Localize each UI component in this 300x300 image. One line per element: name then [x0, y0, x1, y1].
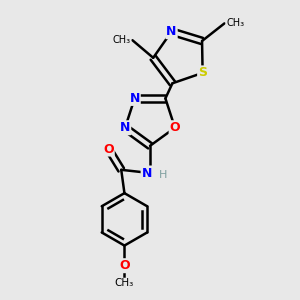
- Text: H: H: [159, 169, 168, 180]
- Text: O: O: [119, 259, 130, 272]
- Text: N: N: [129, 92, 140, 105]
- Text: O: O: [169, 121, 180, 134]
- Text: CH₃: CH₃: [113, 35, 131, 45]
- Text: CH₃: CH₃: [115, 278, 134, 288]
- Text: CH₃: CH₃: [226, 18, 244, 28]
- Text: N: N: [120, 121, 130, 134]
- Text: N: N: [166, 25, 177, 38]
- Text: O: O: [103, 142, 114, 155]
- Text: S: S: [198, 66, 207, 80]
- Text: N: N: [142, 167, 152, 179]
